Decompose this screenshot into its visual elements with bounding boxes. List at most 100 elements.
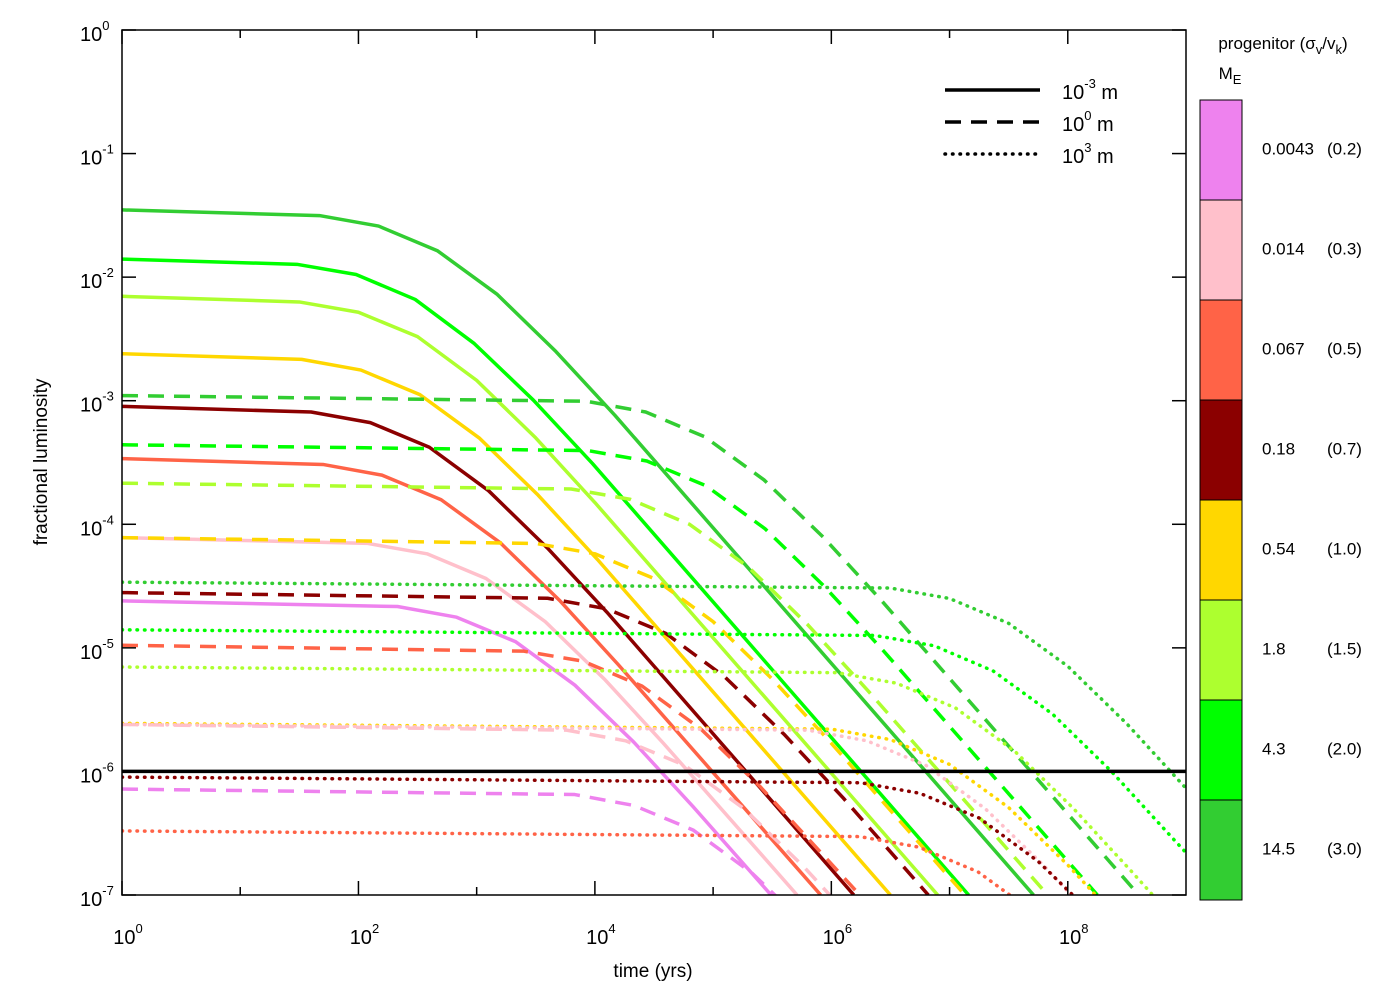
colorbar-mass-subscript: E (1233, 72, 1242, 87)
colorbar-ratio: (1.0) (1327, 539, 1362, 558)
tick-label: 108 (1059, 921, 1088, 949)
series-line (122, 404, 856, 895)
series-line (122, 628, 1186, 855)
colorbar-title: progenitor (σv/vk) (1218, 34, 1347, 57)
legend-label: 10-3 m (1062, 76, 1118, 104)
legend-label-base: 10 (1062, 146, 1084, 168)
tick-label: 10-3 (80, 389, 114, 417)
colorbar-ratio: (0.5) (1327, 339, 1362, 358)
series-line (122, 829, 1013, 895)
tick-label-base: 10 (80, 24, 102, 46)
colorbar-ratio: (0.7) (1327, 439, 1362, 458)
colorbar-swatch (1199, 399, 1243, 501)
colorbar-ratio: (0.3) (1327, 239, 1362, 258)
colorbar-mass: 0.0043 (1262, 139, 1314, 158)
tick-label-exponent: -1 (102, 142, 114, 157)
series-line (122, 456, 823, 895)
tick-label-base: 10 (350, 927, 372, 949)
tick-label: 10-5 (80, 636, 114, 664)
colorbar-mass-label: ME (1219, 64, 1242, 87)
colorbar-swatch (1199, 199, 1243, 301)
colorbar-swatch (1199, 799, 1243, 901)
tick-label-exponent: 0 (102, 18, 109, 33)
tick-label-base: 10 (80, 642, 102, 664)
series-line (122, 481, 1049, 895)
series-line (122, 580, 1186, 791)
colorbar-swatch (1199, 99, 1243, 201)
series-line (122, 775, 1076, 895)
series-line (122, 257, 970, 895)
legend-label-exponent: 3 (1084, 140, 1091, 155)
tick-label-exponent: 6 (845, 921, 852, 936)
colorbar-mass: 0.067 (1262, 339, 1305, 358)
series-line (122, 722, 833, 895)
colorbar-swatch (1199, 599, 1243, 701)
tick-label-exponent: -6 (102, 760, 114, 775)
series-line (122, 294, 940, 895)
colorbar-swatch (1199, 699, 1243, 801)
colorbar-mass: 14.5 (1262, 839, 1295, 858)
series-line (122, 535, 967, 895)
tick-label-base: 10 (80, 519, 102, 541)
tick-label-base: 10 (1059, 927, 1081, 949)
tick-label: 10-7 (80, 883, 114, 911)
colorbar-title-part: progenitor (σ (1218, 34, 1316, 53)
series-line (122, 535, 799, 895)
series-line (122, 721, 1098, 895)
legend-label: 100 m (1062, 108, 1114, 136)
series-line (122, 722, 1074, 895)
legend-label-unit: m (1097, 146, 1114, 168)
series-line (122, 643, 862, 895)
tick-label: 10-4 (80, 513, 114, 541)
tick-label: 10-2 (80, 266, 114, 294)
series-line (122, 787, 778, 895)
y-axis-title: fractional luminosity (31, 378, 52, 545)
tick-label-base: 10 (80, 271, 102, 293)
tick-label-exponent: -3 (102, 389, 114, 404)
colorbar-ratio: (2.0) (1327, 739, 1362, 758)
legend-label-exponent: 0 (1084, 108, 1091, 123)
tick-label: 104 (586, 921, 615, 949)
series-line (122, 599, 773, 895)
tick-label-exponent: 4 (608, 921, 615, 936)
colorbar-ratio: (0.2) (1327, 139, 1362, 158)
colorbar-swatch (1199, 499, 1243, 601)
series-line (122, 590, 930, 895)
tick-label: 10-6 (80, 760, 114, 788)
legend-label-unit: m (1101, 82, 1118, 104)
tick-label: 100 (113, 921, 142, 949)
legend-label-base: 10 (1062, 82, 1084, 104)
series-line (122, 665, 1156, 895)
plot-frame (121, 29, 1187, 896)
x-axis-title: time (yrs) (613, 961, 692, 982)
series-line (122, 443, 1099, 895)
colorbar-title-part: ) (1342, 34, 1348, 53)
tick-label: 100 (80, 18, 109, 46)
colorbar-mass: 0.014 (1262, 239, 1305, 258)
tick-label-exponent: -4 (102, 513, 114, 528)
colorbar-mass: 4.3 (1262, 739, 1286, 758)
tick-label-exponent: 8 (1081, 921, 1088, 936)
tick-label: 106 (823, 921, 852, 949)
colorbar-title-part: v (1316, 42, 1323, 57)
tick-label-base: 10 (823, 927, 845, 949)
colorbar-title-part: k (1336, 42, 1343, 57)
colorbar-mass: 0.54 (1262, 539, 1295, 558)
tick-label: 102 (350, 921, 379, 949)
tick-label-base: 10 (80, 395, 102, 417)
legend-label-base: 10 (1062, 114, 1084, 136)
tick-label-base: 10 (80, 766, 102, 788)
series-line (122, 393, 1141, 895)
tick-label-exponent: -5 (102, 636, 114, 651)
tick-label-base: 10 (113, 927, 135, 949)
tick-label-exponent: 2 (372, 921, 379, 936)
colorbar-mass: 0.18 (1262, 439, 1295, 458)
tick-label-exponent: -7 (102, 883, 114, 898)
tick-label-base: 10 (586, 927, 608, 949)
series-line (122, 351, 892, 895)
colorbar-mass: 1.8 (1262, 639, 1286, 658)
colorbar-mass-symbol: M (1219, 64, 1233, 83)
colorbar-title-part: /v (1322, 34, 1336, 53)
